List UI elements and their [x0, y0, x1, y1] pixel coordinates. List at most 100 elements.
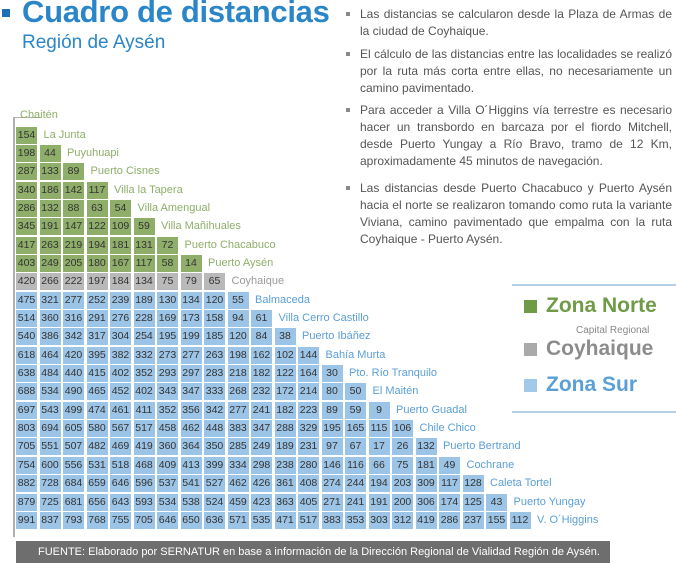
distance-cell: 72 [157, 236, 178, 254]
distance-cell: 174 [439, 493, 460, 511]
distance-cell: 426 [251, 475, 272, 493]
distance-cell: 342 [204, 401, 225, 419]
matrix-bracket [13, 117, 15, 537]
distance-cell: 399 [204, 456, 225, 474]
distance-cell: 231 [298, 438, 319, 456]
distance-cell: 293 [157, 365, 178, 383]
distance-cell: 332 [133, 346, 155, 364]
distance-cell: 402 [110, 365, 131, 383]
distance-cell: 59 [345, 401, 366, 419]
distance-cell: 189 [274, 438, 296, 456]
note-text: Las distancias desde Puerto Chacabuco y … [360, 181, 672, 246]
distance-cell: 417 [16, 236, 37, 254]
distance-cell: 80 [321, 383, 343, 401]
distance-cell: 395 [86, 346, 108, 364]
distance-cell: 518 [110, 456, 131, 474]
distance-cell: 112 [509, 511, 531, 529]
distance-cell: 109 [110, 218, 131, 236]
distance-cell: 650 [180, 511, 202, 529]
note-item: El cálculo de las distancias entre las l… [346, 46, 672, 97]
distance-cell: 538 [180, 493, 202, 511]
distance-cell: 423 [251, 493, 272, 511]
distance-cell: 600 [39, 456, 61, 474]
distance-cell: 195 [157, 328, 178, 346]
distance-cell: 646 [110, 475, 131, 493]
distance-cell: 102 [274, 346, 296, 364]
distance-cell: 567 [110, 420, 131, 438]
town-label: El Maitén [372, 385, 419, 398]
distance-cell: 413 [180, 456, 202, 474]
distance-cell: 280 [298, 456, 319, 474]
distance-cell: 803 [16, 420, 37, 438]
distance-cell: 754 [16, 456, 37, 474]
distance-cell: 531 [86, 456, 108, 474]
distance-cell: 54 [110, 199, 131, 217]
distance-cell: 286 [439, 511, 460, 529]
distance-cell: 618 [16, 346, 37, 364]
distance-cell: 291 [86, 310, 108, 327]
distance-cell: 465 [86, 383, 108, 401]
town-label: Puerto Yungay [513, 495, 586, 508]
town-label: Puerto Guadal [396, 403, 467, 416]
distance-cell: 309 [415, 475, 437, 493]
distance-cell: 200 [392, 493, 413, 511]
notes-list: Las distancias se calcularon desde la Pl… [346, 6, 672, 256]
distance-cell: 232 [251, 383, 272, 401]
note-text: Las distancias se calcularon desde la Pl… [360, 7, 672, 38]
distance-cell: 131 [133, 236, 155, 254]
distance-cell: 543 [39, 401, 61, 419]
town-label: Chile Chico [419, 422, 476, 435]
distance-cell: 274 [321, 475, 343, 493]
distance-cell: 238 [274, 456, 296, 474]
distance-cell: 79 [180, 273, 202, 291]
distance-cell: 361 [274, 475, 296, 493]
distance-cell: 306 [415, 493, 437, 511]
distance-cell: 63 [86, 199, 108, 217]
distance-cell: 643 [110, 493, 131, 511]
town-label: Puerto Chacabuco [184, 238, 276, 251]
distance-cell: 342 [63, 328, 84, 346]
distance-cell: 106 [392, 420, 413, 438]
town-label-chaiten: Chaitén [20, 109, 58, 121]
distance-cell: 535 [251, 511, 272, 529]
distance-cell: 146 [321, 456, 343, 474]
note-text: Para acceder a Villa O´Higgins vía terre… [360, 103, 672, 168]
distance-cell: 271 [321, 493, 343, 511]
distance-cell: 117 [439, 475, 460, 493]
distance-cell: 241 [251, 401, 272, 419]
distance-cell: 9 [368, 401, 390, 419]
distance-cell: 195 [321, 420, 343, 438]
distance-cell: 793 [63, 511, 84, 529]
bullet-icon [346, 52, 350, 56]
town-label: Puerto Aysén [208, 256, 274, 269]
note-text: El cálculo de las distancias entre las l… [360, 47, 672, 95]
distance-cell: 507 [63, 438, 84, 456]
distance-cell: 415 [86, 365, 108, 383]
distance-cell: 189 [133, 291, 155, 309]
distance-cell: 65 [204, 273, 225, 291]
distance-cell: 499 [63, 401, 84, 419]
town-label: Villa la Tapera [114, 183, 183, 196]
distance-cell: 155 [486, 511, 507, 529]
distance-cell: 646 [157, 511, 178, 529]
distance-cell: 605 [63, 420, 84, 438]
distance-cell: 659 [86, 475, 108, 493]
distance-cell: 198 [227, 346, 249, 364]
distance-cell: 541 [180, 475, 202, 493]
distance-cell: 350 [204, 438, 225, 456]
distance-cell: 254 [133, 328, 155, 346]
distance-cell: 162 [251, 346, 272, 364]
distance-cell: 409 [157, 456, 178, 474]
distance-cell: 125 [462, 493, 484, 511]
distance-cell: 241 [345, 493, 366, 511]
distance-cell: 142 [63, 181, 84, 199]
legend-label-norte: Zona Norte [546, 294, 657, 317]
page-subtitle: Región de Aysén [22, 32, 166, 53]
distance-cell: 419 [133, 438, 155, 456]
distance-cell: 134 [133, 273, 155, 291]
distance-cell: 474 [86, 401, 108, 419]
distance-cell: 223 [298, 401, 319, 419]
distance-cell: 116 [345, 456, 366, 474]
distance-cell: 197 [86, 273, 108, 291]
legend-divider [512, 411, 676, 413]
